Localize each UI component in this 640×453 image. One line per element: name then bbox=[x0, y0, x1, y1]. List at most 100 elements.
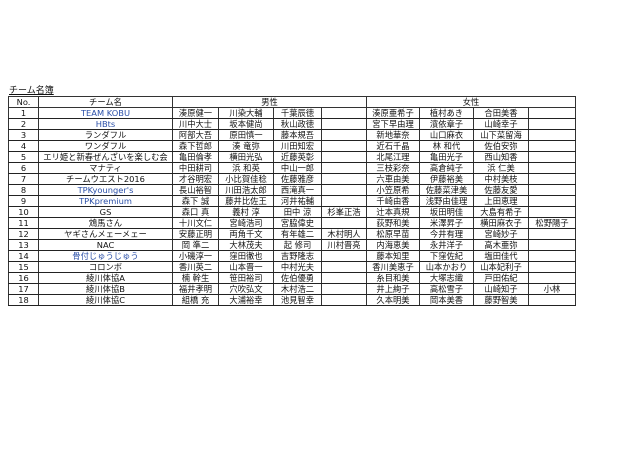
male-member-cell: 吉野隆志 bbox=[273, 250, 322, 262]
male-member-cell: 秋山政徳 bbox=[273, 118, 322, 130]
female-member-cell: 戸田佑紀 bbox=[473, 272, 529, 284]
male-member-cell: 川田知宏 bbox=[273, 140, 322, 152]
male-member-cell: 河井祐輔 bbox=[273, 195, 322, 207]
female-member-cell: 久本明美 bbox=[366, 294, 420, 306]
row-number-cell: 6 bbox=[8, 162, 39, 174]
female-member-cell: 林 和代 bbox=[419, 140, 474, 152]
female-member-cell: 三枝彩奈 bbox=[366, 162, 420, 174]
male-member-cell: 亀田倫孝 bbox=[172, 151, 219, 163]
team-name-cell: NAC bbox=[38, 239, 173, 251]
male-member-cell bbox=[321, 129, 367, 141]
female-member-cell: 大島有希子 bbox=[473, 206, 529, 218]
male-member-cell: 川中大士 bbox=[172, 118, 219, 130]
table-row: 11 鴆馬さん 十川文仁 宮崎浩司 宮脇偉史 荻野和美 米澤昇子 横田麻衣子 松野陽子 bbox=[8, 217, 576, 229]
female-member-cell: 永井洋子 bbox=[419, 239, 474, 251]
row-number-cell: 13 bbox=[8, 239, 39, 251]
row-number-cell: 16 bbox=[8, 272, 39, 284]
female-member-cell: 荻野和美 bbox=[366, 217, 420, 229]
female-member-cell: 井上絢子 bbox=[366, 283, 420, 295]
female-member-cell bbox=[528, 294, 576, 306]
header-team: チーム名 bbox=[38, 96, 173, 108]
male-member-cell bbox=[321, 140, 367, 152]
male-member-cell: 西滝真一 bbox=[273, 184, 322, 196]
male-member-cell: 湊 竜弥 bbox=[218, 140, 274, 152]
female-member-cell: 内海恵美 bbox=[366, 239, 420, 251]
female-member-cell: 山本かおり bbox=[419, 261, 474, 273]
male-member-cell bbox=[321, 184, 367, 196]
female-member-cell bbox=[528, 129, 576, 141]
male-member-cell: 杉峯正浩 bbox=[321, 206, 367, 218]
team-name-cell: TPKyounger's bbox=[38, 184, 173, 196]
sheet-title: チーム名簿 bbox=[9, 86, 54, 96]
male-member-cell: 福井孝明 bbox=[172, 283, 219, 295]
male-member-cell: 有年雄二 bbox=[273, 228, 322, 240]
table-row: 18 綾川体協C 組橋 充大浦裕幸 池見智幸 久本明美 岡本美香 藤野智美 bbox=[8, 294, 576, 306]
team-name-cell: GS bbox=[38, 206, 173, 218]
female-member-cell: 山口麻衣 bbox=[419, 129, 474, 141]
female-member-cell: 近石千晶 bbox=[366, 140, 420, 152]
female-member-cell: 伊藤裕美 bbox=[419, 173, 474, 185]
male-member-cell: 十川文仁 bbox=[172, 217, 219, 229]
table-row: 8 TPKyounger's 長山裕智 川田浩太郎 西滝真一 小笠原希 佐藤菜津美 佐藤友愛 bbox=[8, 184, 576, 196]
female-member-cell: 植村あき bbox=[419, 107, 474, 119]
female-member-cell: 高木亜弥 bbox=[473, 239, 529, 251]
team-name-cell: 骨付じゅうじゅう bbox=[38, 250, 173, 262]
male-member-cell bbox=[321, 261, 367, 273]
table-row: 4 ワンダフル 森下哲郎湊 竜弥 川田知宏 近石千晶林 和代 佐伯安弥 bbox=[8, 140, 576, 152]
female-member-cell: 藤本知里 bbox=[366, 250, 420, 262]
female-member-cell bbox=[528, 206, 576, 218]
row-number-cell: 17 bbox=[8, 283, 39, 295]
row-number-cell: 15 bbox=[8, 261, 39, 273]
male-member-cell: 木村浩二 bbox=[273, 283, 322, 295]
male-member-cell: 川田浩太郎 bbox=[218, 184, 274, 196]
male-member-cell: 川染大輔 bbox=[218, 107, 274, 119]
table-row: 14 骨付じゅうじゅう 小磯淳一 窪田徹也 吉野隆志 藤本知里 下窪佐紀 塩田佳代 bbox=[8, 250, 576, 262]
female-member-cell: 高倉純子 bbox=[419, 162, 474, 174]
female-member-cell bbox=[528, 118, 576, 130]
female-member-cell: 藤野智美 bbox=[473, 294, 529, 306]
table-row: 15 コロンボ 香川英二 山本晋一 中村光夫 香川美恵子 山本かおり 山本妃利子 bbox=[8, 261, 576, 273]
team-name-cell: エリ姫と新春ぜんざいを楽しむ会 bbox=[38, 151, 173, 163]
female-member-cell bbox=[528, 162, 576, 174]
team-name-cell: 綾川体協C bbox=[38, 294, 173, 306]
male-member-cell: 森下哲郎 bbox=[172, 140, 219, 152]
team-name-cell: マナティ bbox=[38, 162, 173, 174]
male-member-cell: 香川英二 bbox=[172, 261, 219, 273]
male-member-cell: 阿部大吾 bbox=[172, 129, 219, 141]
female-member-cell: 佐藤菜津美 bbox=[419, 184, 474, 196]
male-member-cell: 湊原健一 bbox=[172, 107, 219, 119]
female-member-cell bbox=[528, 272, 576, 284]
female-member-cell bbox=[528, 228, 576, 240]
male-member-cell bbox=[321, 272, 367, 284]
row-number-cell: 2 bbox=[8, 118, 39, 130]
row-number-cell: 3 bbox=[8, 129, 39, 141]
female-member-cell: 六車由美 bbox=[366, 173, 420, 185]
female-member-cell: 浜 仁美 bbox=[473, 162, 529, 174]
female-member-cell: 山崎幸子 bbox=[473, 118, 529, 130]
female-member-cell bbox=[528, 184, 576, 196]
male-member-cell bbox=[321, 107, 367, 119]
female-member-cell: 合田美香 bbox=[473, 107, 529, 119]
table-row: 12 ヤギさんメェーメェー 安藤正明 両角千文 有年雄二 木村明人 松原早苗 今井有理 宮崎妙子 bbox=[8, 228, 576, 240]
male-member-cell: 安藤正明 bbox=[172, 228, 219, 240]
male-member-cell: 起 修司 bbox=[273, 239, 322, 251]
table-row: 9 TPKpremium 森下 誠藤井比佐王 河井祐輔 千崎由香 浅野由佳理 上田恵理 bbox=[8, 195, 576, 207]
female-member-cell: 小笠原希 bbox=[366, 184, 420, 196]
female-member-cell: 香川美恵子 bbox=[366, 261, 420, 273]
male-member-cell: 大林茂夫 bbox=[218, 239, 274, 251]
male-member-cell: 楠 幹生 bbox=[172, 272, 219, 284]
team-roster-table: No. チーム名 男性 女性 1 TEAM KOBU 湊原健一 川染大輔 千葉辰徳 湊原亜… bbox=[8, 96, 576, 306]
male-member-cell: 浜 和英 bbox=[218, 162, 274, 174]
table-row: 6 マナティ 中田耕司浜 和英 中山一郎 三枝彩奈 高倉純子浜 仁美 bbox=[8, 162, 576, 174]
table-row: 2 HBts 川中大士 坂本健尚 秋山政徳 宮下早由理 濱依章子 山崎幸子 bbox=[8, 118, 576, 130]
female-member-cell bbox=[528, 173, 576, 185]
team-name-cell: ヤギさんメェーメェー bbox=[38, 228, 173, 240]
male-member-cell: 組橋 充 bbox=[172, 294, 219, 306]
team-name-cell: 鴆馬さん bbox=[38, 217, 173, 229]
row-number-cell: 4 bbox=[8, 140, 39, 152]
male-member-cell: 佐伯優勇 bbox=[273, 272, 322, 284]
female-member-cell: 大塚志織 bbox=[419, 272, 474, 284]
male-member-cell: 木村明人 bbox=[321, 228, 367, 240]
male-member-cell bbox=[321, 294, 367, 306]
female-member-cell bbox=[528, 151, 576, 163]
